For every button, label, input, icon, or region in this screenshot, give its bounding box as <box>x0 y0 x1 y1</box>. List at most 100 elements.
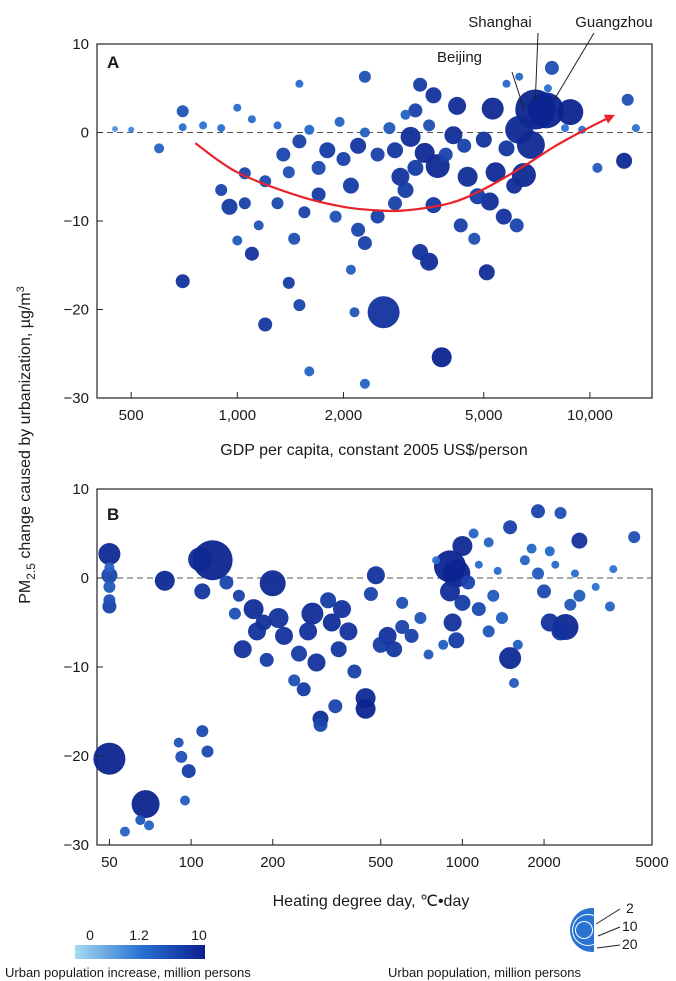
size-legend-leader-20 <box>596 944 621 949</box>
panel-a-point <box>199 121 208 130</box>
panel-b-point <box>551 560 560 569</box>
panel-b-point <box>347 664 362 679</box>
panel-a-point <box>233 103 242 112</box>
panel-b-point <box>571 532 588 549</box>
panel-a-point <box>495 208 512 225</box>
panel-b-point <box>363 587 378 601</box>
panel-a-point <box>557 99 584 126</box>
panel-b-ytick-label: −10 <box>64 659 89 676</box>
panel-b-point <box>299 622 318 641</box>
panel-b-point <box>103 594 116 607</box>
panel-b-point <box>512 639 523 650</box>
panel-a-point <box>387 142 403 159</box>
panel-a-point <box>370 209 385 224</box>
panel-a-point <box>425 87 442 104</box>
panel-a-ytick-label: −30 <box>64 390 89 407</box>
panel-a-point <box>311 160 326 175</box>
panel-b-point <box>135 815 146 826</box>
panel-b-point <box>291 645 307 662</box>
panel-b-point <box>482 625 495 638</box>
panel-b-point <box>438 639 449 650</box>
panel-a-point <box>515 72 524 81</box>
panel-a-point <box>128 126 135 133</box>
panel-a-point <box>400 109 411 120</box>
panel-a-point <box>457 166 478 187</box>
panel-b-point <box>544 546 555 557</box>
panel-a-point <box>304 366 315 377</box>
panel-a-point <box>506 177 523 194</box>
colorbar-title: Urban population increase, million perso… <box>5 965 251 980</box>
panel-a-xtick-label: 2,000 <box>325 407 363 424</box>
panel-a-label: A <box>107 53 119 72</box>
panel-a-point <box>516 130 545 159</box>
panel-b-point <box>366 566 385 585</box>
annotation-leader <box>553 32 595 101</box>
panel-a-point <box>544 60 559 75</box>
panel-b-point <box>307 653 326 672</box>
panel-a-point <box>295 79 304 88</box>
panel-a-point <box>527 92 564 129</box>
panel-b-point <box>243 599 264 620</box>
panel-b-xlabel: Heating degree day, ℃•day <box>273 893 470 910</box>
panel-a-point <box>276 147 291 162</box>
panel-b-point <box>330 641 347 658</box>
panel-b-point <box>296 682 311 697</box>
panel-b-point <box>537 584 551 599</box>
panel-a-point <box>370 147 385 162</box>
panel-a-point <box>282 166 295 179</box>
panel-b-point <box>483 537 494 548</box>
panel-a-xtick-label: 1,000 <box>219 407 257 424</box>
panel-b-point <box>228 607 241 620</box>
panel-b-point <box>605 601 615 612</box>
panel-b-point <box>372 636 389 653</box>
size-legend-mask <box>594 900 634 960</box>
panel-a-point <box>176 105 189 118</box>
panel-a-point <box>397 182 414 198</box>
panel-b-point <box>268 608 289 628</box>
panel-b-point <box>499 647 522 670</box>
panel-b-ticks: 50 100 200 500 1000 2000 5000 −30 −20 −10 0 10 <box>64 481 669 871</box>
panel-a-point <box>509 218 524 233</box>
panel-b-point <box>93 742 126 775</box>
panel-b-point <box>423 649 434 660</box>
panel-b-point <box>591 582 600 591</box>
panel-a-point <box>271 197 284 210</box>
size-legend-circle-2 <box>576 922 592 938</box>
panel-b-point <box>487 589 500 602</box>
panel-a-point <box>485 162 506 183</box>
panel-b-point <box>440 581 460 602</box>
panel-a-ytick-label: 10 <box>72 36 89 53</box>
size-legend-label-2: 2 <box>626 900 634 916</box>
panel-b-point <box>468 528 479 539</box>
panel-a-xtick-label: 5,000 <box>465 407 503 424</box>
panel-b-point <box>474 560 483 569</box>
panel-b-point <box>461 575 476 590</box>
panel-a-point <box>469 188 486 205</box>
size-legend-leader-10 <box>597 926 621 937</box>
panel-a-xlabel: GDP per capita, constant 2005 US$/person <box>220 442 527 459</box>
panel-b-point <box>219 575 234 590</box>
panel-a-point <box>431 347 452 368</box>
panel-a-point <box>413 77 428 92</box>
annotation-shanghai: Shanghai <box>468 14 531 31</box>
panel-b-point <box>98 543 121 565</box>
panel-a-points <box>112 60 640 389</box>
panel-a-point <box>298 206 311 219</box>
colorbar-tick-2: 10 <box>191 927 207 943</box>
y-axis-label: PM2.5 change caused by urbanization, µg/… <box>15 286 38 604</box>
panel-a-point <box>273 121 282 130</box>
panel-b-point <box>328 699 343 714</box>
panel-a-point <box>351 222 366 237</box>
panel-b-point <box>443 613 462 632</box>
panel-b-xtick-label: 2000 <box>527 854 560 871</box>
panel-a-point <box>293 299 306 312</box>
colorbar <box>75 945 205 959</box>
panel-a-xtick-label: 500 <box>119 407 144 424</box>
panel-a-point <box>342 177 359 194</box>
panel-b-point <box>196 725 209 738</box>
panel-a-point <box>453 218 468 233</box>
panel-b-point <box>154 570 175 591</box>
panel-b-point <box>432 556 441 565</box>
panel-b-point <box>175 750 188 763</box>
